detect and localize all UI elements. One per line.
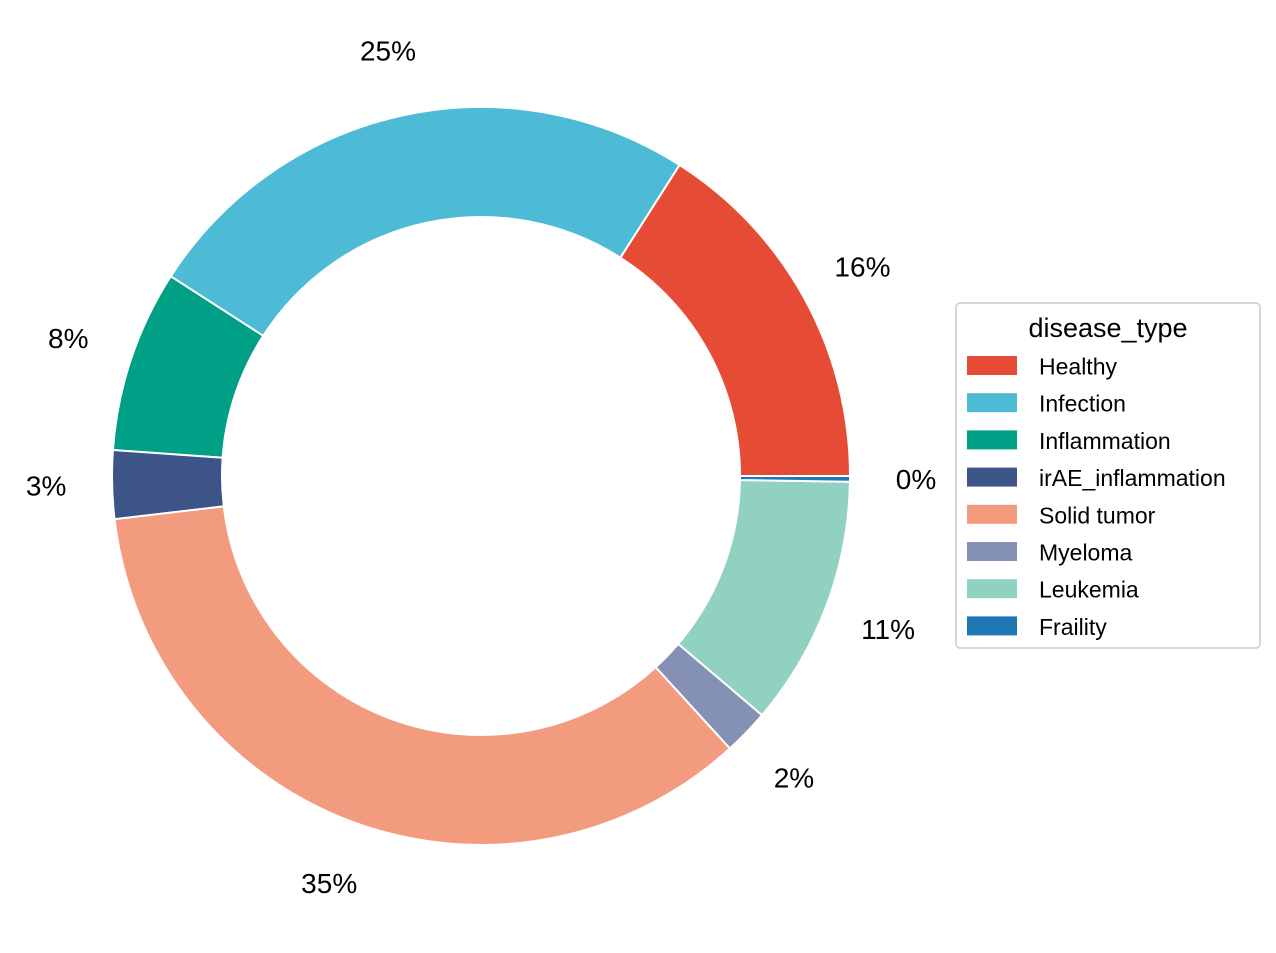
percent-label-irae-inflammation: 3% [26,471,66,502]
slice-infection [169,106,681,338]
legend: disease_type Healthy Infection Inflammatio… [955,302,1261,649]
legend-items: Healthy Infection Inflammation irAE_inflamm… [967,354,1226,640]
legend-label-myeloma: Myeloma [1039,540,1133,566]
slice-healthy [618,163,852,477]
percent-label-infection: 25% [360,36,416,67]
percent-label-healthy: 16% [834,251,890,282]
slice-fraility [738,475,852,483]
percent-label-fraility: 0% [896,464,936,495]
legend-swatch-infection [967,393,1017,413]
legend-label-healthy: Healthy [1039,354,1117,380]
percent-label-solid-tumor: 35% [301,868,357,899]
legend-label-irae-inflammation: irAE_inflammation [1039,465,1226,491]
slice-solid-tumor [113,505,732,846]
legend-frame [955,302,1261,649]
legend-swatch-leukemia [967,579,1017,599]
legend-swatch-fraility [967,616,1017,636]
percent-label-myeloma: 2% [774,763,814,794]
legend-label-fraility: Fraility [1039,614,1107,640]
percent-label-leukemia: 11% [861,614,915,645]
legend-label-inflammation: Inflammation [1039,428,1171,454]
legend-swatch-myeloma [967,542,1017,561]
legend-swatch-solid-tumor [967,504,1017,524]
legend-label-leukemia: Leukemia [1039,577,1139,603]
legend-title: disease_type [1028,313,1187,343]
legend-swatch-healthy [967,356,1017,375]
percent-label-inflammation: 8% [48,323,88,354]
legend-label-solid-tumor: Solid tumor [1039,502,1156,528]
legend-label-infection: Infection [1039,391,1126,417]
percent-labels: 16% 25% 8% 3% 35% 2% 11% 0% [26,36,936,900]
legend-swatch-irae-inflammation [967,467,1017,487]
legend-swatch-inflammation [967,430,1017,450]
donut-slices [111,106,852,846]
